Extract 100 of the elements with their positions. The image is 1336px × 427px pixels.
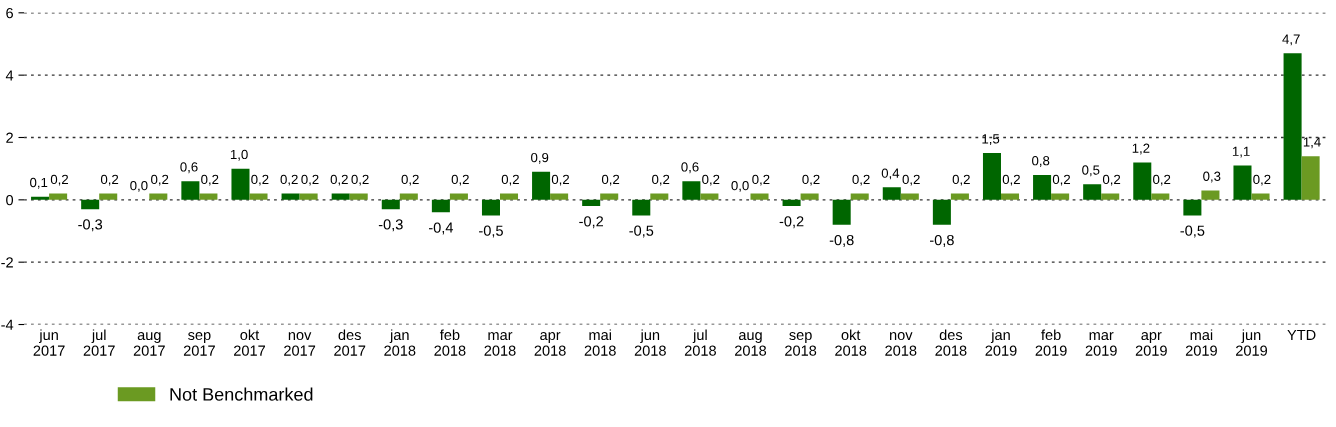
data-label: -0,3 (378, 219, 403, 232)
bar (1301, 156, 1320, 200)
bar (1151, 193, 1170, 200)
y-tick-label: 2 (6, 132, 13, 143)
data-label: 0,2 (401, 174, 419, 186)
bar (550, 193, 569, 200)
bar (500, 193, 519, 200)
bar (349, 193, 368, 200)
x-tick-label: apr 2018 (534, 332, 566, 356)
data-label: 0,2 (752, 174, 770, 186)
bar (381, 199, 400, 210)
x-tick-label: mai 2019 (1185, 329, 1217, 356)
data-label: 0,2 (1153, 174, 1171, 186)
bar (782, 199, 801, 207)
data-label: 0,2 (601, 174, 620, 186)
data-label: 0,2 (902, 174, 920, 186)
bar (1133, 162, 1152, 200)
bar (850, 193, 869, 200)
bar (882, 187, 901, 200)
bar (331, 193, 350, 200)
bar (750, 193, 769, 200)
x-tick-label: feb 2018 (434, 329, 466, 356)
data-label: -0,3 (78, 219, 103, 232)
bar (650, 193, 669, 200)
data-label: 1,1 (1232, 146, 1250, 158)
data-label: 1,4 (1303, 137, 1321, 149)
bar (299, 193, 318, 200)
bar (1001, 193, 1020, 200)
bar (199, 193, 218, 200)
x-tick-label: jan 2018 (384, 329, 416, 356)
data-label: 1,2 (1132, 143, 1150, 155)
bar (1101, 193, 1120, 200)
x-tick-label: feb 2019 (1035, 329, 1067, 356)
y-tick-label: -4 (1, 319, 14, 330)
x-tick-label: nov 2017 (284, 332, 316, 356)
data-label: 0,6 (180, 162, 198, 174)
bar (800, 193, 819, 200)
data-label: 0,0 (130, 180, 148, 192)
bar (1033, 174, 1052, 200)
bar (582, 199, 601, 207)
x-tick-label: okt 2017 (234, 329, 265, 356)
y-tick-label: 4 (5, 70, 14, 81)
bar (1233, 165, 1252, 200)
data-label: 0,2 (330, 174, 348, 186)
data-label: 0,2 (280, 174, 298, 186)
x-tick-label: YTD (1287, 329, 1316, 340)
bar (532, 171, 551, 200)
bar (600, 193, 619, 200)
data-label: 0,2 (802, 174, 820, 186)
bar (181, 181, 200, 200)
x-tick-label: aug 2018 (735, 332, 767, 356)
x-tick-label: aug 2017 (133, 332, 165, 356)
data-label: 0,2 (702, 174, 720, 186)
bar (982, 153, 1001, 200)
bar (481, 199, 500, 216)
data-label: 0,2 (551, 174, 570, 186)
x-tick-label: mai 2018 (584, 329, 616, 356)
data-label: 0,2 (852, 174, 870, 186)
bar (682, 181, 701, 200)
data-label: 0,2 (1002, 174, 1020, 186)
data-label: 0,2 (1102, 174, 1121, 186)
x-tick-label: sep 2018 (785, 332, 817, 356)
data-label: 0,3 (1203, 171, 1221, 183)
bar (231, 168, 250, 200)
data-label: 0,5 (1082, 165, 1100, 177)
x-tick-label: jun 2019 (1236, 329, 1268, 356)
data-label: 0,2 (351, 174, 369, 186)
bar (1083, 184, 1102, 200)
bar (449, 193, 468, 200)
data-label: 0,2 (451, 174, 469, 186)
data-label: -0,4 (428, 222, 454, 235)
data-label: -0,2 (579, 216, 604, 229)
data-label: -0,5 (629, 225, 654, 238)
data-label: 0,2 (100, 174, 119, 186)
bar (49, 193, 68, 200)
data-label: -0,2 (779, 216, 804, 229)
data-label: 0,2 (952, 174, 970, 186)
x-tick-label: des 2018 (935, 329, 967, 356)
x-tick-label: des 2017 (334, 329, 366, 356)
data-label: -0,8 (929, 234, 954, 247)
data-label: -0,5 (479, 225, 503, 238)
x-tick-label: okt 2018 (835, 329, 867, 356)
data-label: -0,5 (1180, 225, 1205, 238)
bar (149, 193, 168, 200)
data-label: 0,2 (652, 174, 670, 186)
bar (1183, 199, 1202, 216)
x-tick-label: jul 2018 (684, 329, 716, 356)
bar (31, 196, 50, 200)
data-label: 0,2 (1253, 174, 1271, 186)
data-label: 0,2 (501, 174, 519, 186)
data-label: -0,8 (829, 234, 854, 247)
data-label: 1,0 (230, 149, 248, 161)
x-tick-label: nov 2018 (885, 332, 917, 356)
data-label: 0,2 (201, 174, 219, 186)
data-label: 0,0 (731, 180, 749, 192)
bar (700, 193, 719, 200)
x-tick-label: jun 2017 (33, 329, 65, 356)
data-label: 4,7 (1282, 34, 1300, 46)
data-label: 0,1 (30, 177, 48, 189)
x-tick-label: apr 2019 (1135, 332, 1167, 356)
